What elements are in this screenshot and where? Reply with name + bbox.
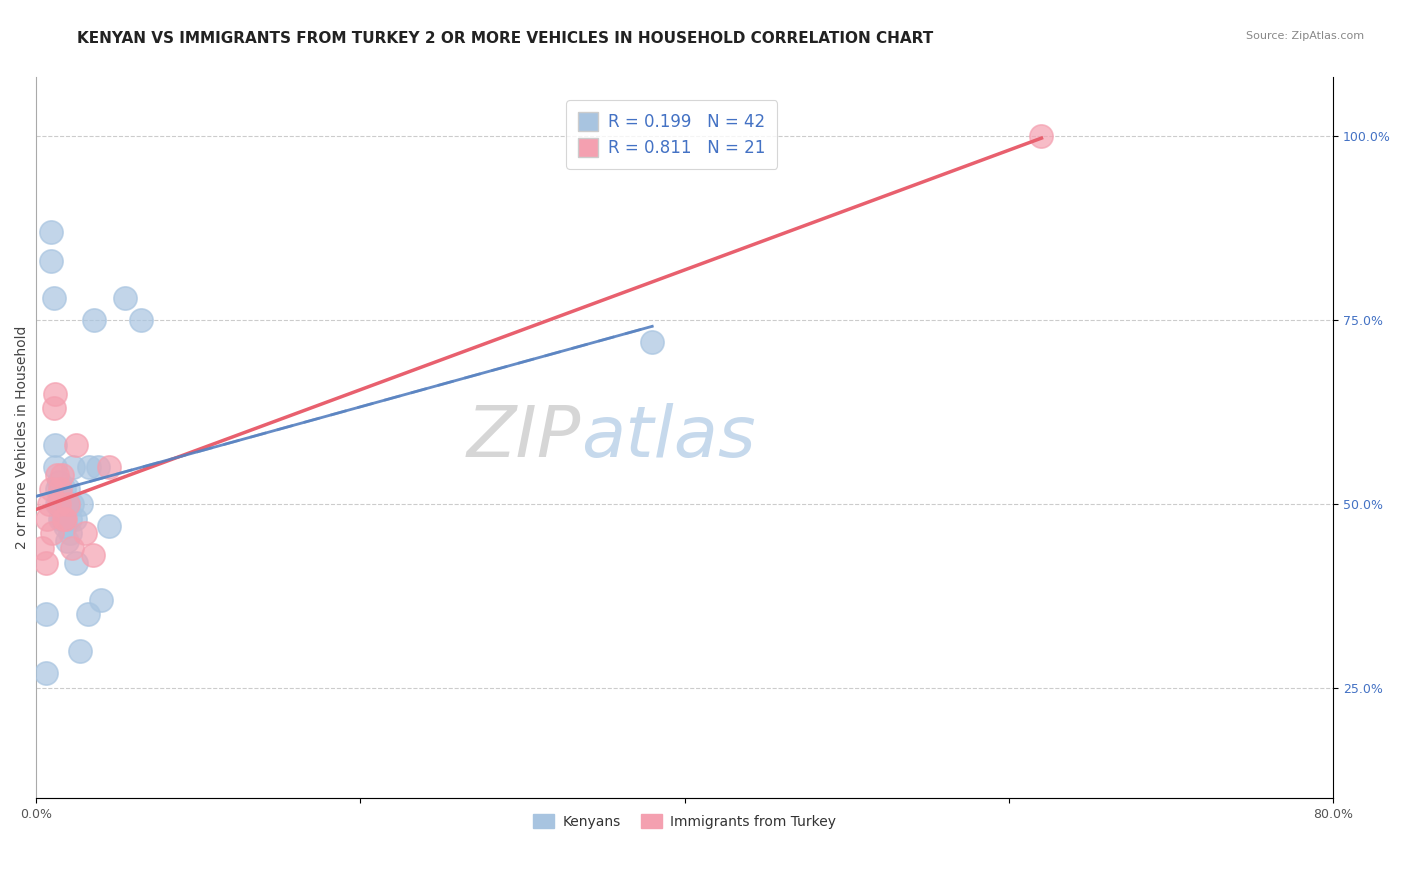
Point xyxy=(59,526,82,541)
Point xyxy=(97,519,120,533)
Point xyxy=(44,386,66,401)
Point xyxy=(42,291,65,305)
Point xyxy=(1031,129,1053,144)
Point xyxy=(58,483,80,497)
Point xyxy=(49,490,72,504)
Point xyxy=(53,504,76,518)
Point xyxy=(641,335,664,350)
Point xyxy=(44,438,66,452)
Point xyxy=(131,313,153,327)
Text: KENYAN VS IMMIGRANTS FROM TURKEY 2 OR MORE VEHICLES IN HOUSEHOLD CORRELATION CHA: KENYAN VS IMMIGRANTS FROM TURKEY 2 OR MO… xyxy=(77,31,934,46)
Point xyxy=(37,511,59,525)
Point xyxy=(31,541,53,555)
Text: Source: ZipAtlas.com: Source: ZipAtlas.com xyxy=(1246,31,1364,41)
Point xyxy=(48,475,70,489)
Point xyxy=(48,497,70,511)
Point xyxy=(39,483,62,497)
Point xyxy=(73,526,96,541)
Point xyxy=(60,541,83,555)
Point xyxy=(69,644,91,658)
Point xyxy=(65,438,87,452)
Point xyxy=(34,556,56,570)
Point xyxy=(51,490,73,504)
Point xyxy=(42,401,65,416)
Point xyxy=(83,313,105,327)
Point xyxy=(51,467,73,482)
Point xyxy=(55,497,77,511)
Text: atlas: atlas xyxy=(581,403,755,472)
Point xyxy=(46,497,69,511)
Point xyxy=(60,497,83,511)
Point xyxy=(46,483,69,497)
Point xyxy=(62,460,84,475)
Point xyxy=(44,460,66,475)
Point xyxy=(63,511,86,525)
Point xyxy=(58,497,80,511)
Point xyxy=(51,504,73,518)
Point xyxy=(38,497,60,511)
Point xyxy=(34,666,56,681)
Point xyxy=(48,475,70,489)
Point xyxy=(114,291,136,305)
Point xyxy=(46,467,69,482)
Point xyxy=(59,511,82,525)
Point xyxy=(97,460,120,475)
Point xyxy=(52,483,75,497)
Point xyxy=(58,497,80,511)
Point xyxy=(65,556,87,570)
Point xyxy=(79,460,101,475)
Point xyxy=(49,497,72,511)
Point xyxy=(52,511,75,525)
Point xyxy=(52,497,75,511)
Point xyxy=(49,483,72,497)
Point xyxy=(51,511,73,525)
Point xyxy=(53,519,76,533)
Y-axis label: 2 or more Vehicles in Household: 2 or more Vehicles in Household xyxy=(15,326,30,549)
Point xyxy=(70,497,93,511)
Point xyxy=(86,460,108,475)
Point xyxy=(49,511,72,525)
Point xyxy=(53,511,76,525)
Point xyxy=(39,254,62,268)
Point xyxy=(55,533,77,548)
Point xyxy=(41,526,63,541)
Point xyxy=(90,592,112,607)
Point xyxy=(39,225,62,239)
Legend: Kenyans, Immigrants from Turkey: Kenyans, Immigrants from Turkey xyxy=(527,808,842,834)
Point xyxy=(76,607,98,622)
Point xyxy=(34,607,56,622)
Point xyxy=(82,549,104,563)
Text: ZIP: ZIP xyxy=(467,403,581,472)
